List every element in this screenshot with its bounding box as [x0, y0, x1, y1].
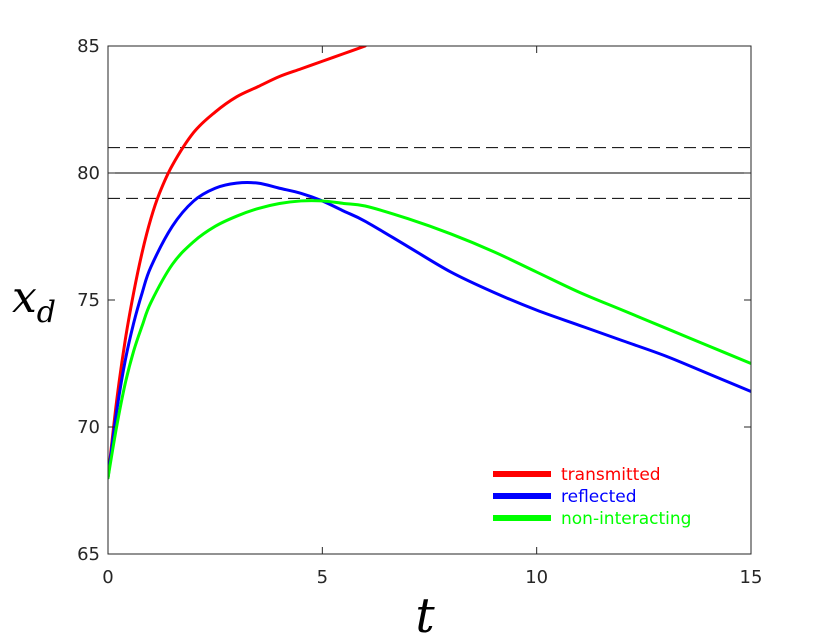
axis-ticks: 0 5 10 15 65 70 75 80 85 — [77, 36, 762, 588]
y-tick-label-75: 75 — [77, 290, 100, 311]
y-axis-label: xd — [12, 272, 56, 330]
series-line-transmitted — [108, 46, 367, 480]
legend-label-reflected: reflected — [561, 487, 637, 507]
y-tick-label-65: 65 — [77, 544, 100, 565]
x-tick-label-5: 5 — [317, 567, 328, 588]
y-tick-label-80: 80 — [77, 163, 100, 184]
y-tick-label-85: 85 — [77, 36, 100, 57]
series-lines — [108, 46, 751, 480]
x-tick-label-0: 0 — [102, 567, 113, 588]
y-tick-label-70: 70 — [77, 417, 100, 438]
y-axis-label-sub: d — [37, 295, 56, 330]
y-axis-label-main: x — [12, 272, 37, 323]
series-line-reflected — [108, 181, 751, 480]
plot-area — [108, 46, 751, 554]
reference-lines — [108, 147, 751, 199]
series-line-non-interacting — [108, 199, 751, 480]
legend-label-transmitted: transmitted — [561, 465, 661, 485]
legend-label-non-interacting: non-interacting — [561, 509, 691, 529]
x-axis-label: t — [415, 588, 435, 640]
x-tick-label-15: 15 — [740, 567, 763, 588]
x-tick-label-10: 10 — [525, 567, 548, 588]
